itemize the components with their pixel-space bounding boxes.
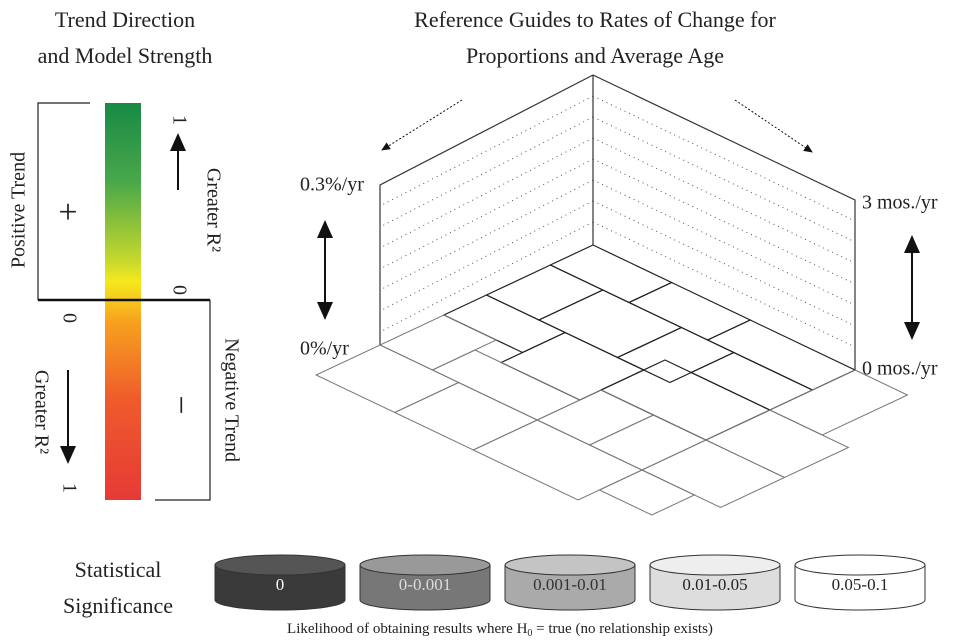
- guide-line: [592, 158, 856, 285]
- label: Negative Trend: [220, 338, 242, 462]
- cylinder: [214, 565, 346, 611]
- title: and Model Strength: [38, 43, 213, 68]
- pointer: [381, 99, 463, 151]
- guide-line: [379, 95, 594, 207]
- guide-line: [592, 179, 856, 306]
- cylinder-top: [214, 554, 346, 576]
- label: Positive Trend: [8, 152, 30, 268]
- class-label: 0-0.001: [399, 575, 451, 594]
- walls: [379, 74, 856, 370]
- axis-label: Greater R²: [202, 168, 224, 252]
- title: Reference Guides to Rates of Change for: [414, 7, 776, 32]
- bracket: [155, 300, 211, 501]
- axis-end: 0: [58, 313, 80, 323]
- caption-text: = true (no relationship exists): [532, 621, 713, 637]
- region: [642, 440, 785, 508]
- title: Statistical: [75, 557, 162, 582]
- scale-label: 3 mos./yr: [862, 192, 938, 214]
- color-bar: [105, 103, 141, 500]
- region: [537, 390, 653, 445]
- cylinder-top: [359, 554, 491, 576]
- guide-line: [379, 116, 594, 228]
- trend-legend: Trend Direction and Model Strength Posit…: [8, 7, 242, 501]
- cylinder-top: [794, 554, 926, 576]
- guide-line: [592, 137, 856, 264]
- caption-subscript: 0: [527, 628, 532, 639]
- region: [706, 410, 849, 478]
- class-label: 0: [276, 575, 285, 594]
- scale-label: 0%/yr: [300, 338, 349, 360]
- pointer: [734, 99, 813, 153]
- guide-line: [379, 158, 594, 270]
- cylinder: [359, 565, 491, 611]
- region: [539, 290, 682, 358]
- guide-line: [379, 179, 594, 291]
- class-label: 0.01-0.05: [682, 575, 747, 594]
- region: [395, 383, 538, 451]
- cylinder: [649, 565, 781, 611]
- guide-line: [592, 200, 856, 327]
- class-label: 0.001-0.01: [533, 575, 607, 594]
- map: [316, 245, 934, 538]
- sign: +: [58, 194, 77, 231]
- guide-line: [592, 95, 856, 222]
- class-label: 0.05-0.1: [832, 575, 889, 594]
- scale-label: 0.3%/yr: [300, 174, 364, 196]
- axis-end: 1: [168, 115, 190, 125]
- title: Proportions and Average Age: [466, 43, 724, 68]
- bracket: [37, 102, 90, 300]
- scale-label: 0 mos./yr: [862, 358, 938, 380]
- caption-text: Likelihood of obtaining results where H: [287, 621, 528, 637]
- title: Significance: [63, 593, 173, 618]
- cylinder-top: [649, 554, 781, 576]
- sign: −: [162, 395, 199, 414]
- guide-line: [379, 137, 594, 249]
- axis-end: 0: [168, 285, 190, 295]
- guide-line: [592, 221, 856, 348]
- region: [501, 333, 644, 401]
- region: [590, 415, 706, 470]
- cylinder: [794, 565, 926, 611]
- caption: Likelihood of obtaining results where H0…: [287, 621, 713, 639]
- significance: Statistical Significance 0 0-0.001 0.001-0…: [63, 554, 926, 639]
- axis-label: Greater R²: [30, 370, 52, 454]
- title: Trend Direction: [55, 7, 195, 32]
- region: [487, 265, 603, 320]
- guide-line: [592, 116, 856, 243]
- axis-end: 1: [58, 483, 80, 493]
- cylinder: [504, 565, 636, 611]
- rate-guides: Reference Guides to Rates of Change for …: [300, 7, 938, 537]
- guide-line: [379, 221, 594, 333]
- region: [599, 470, 694, 515]
- cylinder-top: [504, 554, 636, 576]
